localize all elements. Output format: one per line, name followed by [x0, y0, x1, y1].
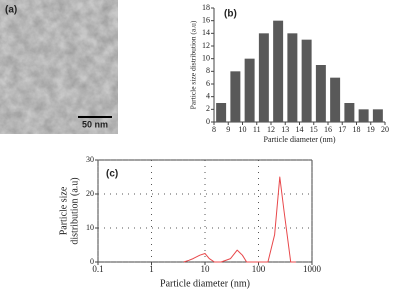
x-axis-label: Particle diameter (nm) — [160, 278, 250, 289]
y-axis-label: distribution (a.u) — [69, 177, 80, 244]
x-tick-label: 1000 — [303, 264, 322, 274]
y-tick-label: 2 — [206, 104, 210, 113]
bar — [301, 39, 312, 122]
x-tick-label: 16 — [324, 125, 332, 134]
y-tick-label: 0 — [90, 257, 94, 266]
x-tick-label: 100 — [252, 264, 266, 274]
panel-label: (b) — [224, 9, 237, 20]
x-tick-label: 14 — [296, 125, 304, 134]
line — [183, 176, 296, 263]
bar — [315, 65, 326, 122]
y-axis-label: Particle size distribution (a.u) — [189, 20, 198, 109]
y-tick-label: 30 — [86, 155, 94, 164]
x-tick-label: 17 — [338, 125, 346, 134]
panel-label: (a) — [5, 5, 17, 16]
bar — [358, 109, 369, 122]
bar — [344, 103, 355, 122]
bar — [330, 77, 341, 122]
y-tick-label: 18 — [202, 3, 210, 12]
y-tick-label: 16 — [202, 15, 210, 24]
scale-bar-label: 50 nm — [82, 119, 108, 129]
y-tick-label: 10 — [202, 53, 210, 62]
y-tick-label: 8 — [206, 66, 210, 75]
x-tick-label: 18 — [353, 125, 361, 134]
y-tick-label: 14 — [202, 28, 210, 37]
x-tick-label: 11 — [253, 125, 261, 134]
x-tick-label: 10 — [239, 125, 247, 134]
x-tick-label: 13 — [281, 125, 289, 134]
bar — [258, 33, 269, 123]
x-tick-label: 19 — [367, 125, 375, 134]
y-axis-label: Particle size — [58, 186, 69, 235]
x-tick-label: 8 — [212, 125, 216, 134]
y-tick-label: 20 — [86, 189, 94, 198]
x-tick-label: 20 — [381, 125, 389, 134]
x-tick-label: 1 — [149, 264, 154, 274]
bar — [287, 33, 298, 123]
panel-label: (c) — [106, 169, 118, 180]
bar — [273, 20, 284, 123]
x-tick-label: 0.1 — [92, 264, 103, 274]
tem-image: (a) 50 nm — [0, 0, 118, 134]
x-tick-label: 9 — [226, 125, 230, 134]
x-tick-label: 15 — [310, 125, 318, 134]
y-tick-label: 12 — [202, 41, 210, 50]
bar — [372, 109, 383, 122]
y-tick-label: 10 — [86, 223, 94, 232]
bar — [216, 103, 227, 122]
y-tick-label: 4 — [206, 91, 210, 100]
y-tick-label: 6 — [206, 79, 210, 88]
x-tick-label: 12 — [267, 125, 275, 134]
x-axis-label: Particle diameter (nm) — [264, 135, 336, 144]
bar — [244, 58, 255, 122]
bar — [230, 71, 241, 122]
x-tick-label: 10 — [201, 264, 211, 274]
y-tick-label: 0 — [206, 117, 210, 126]
